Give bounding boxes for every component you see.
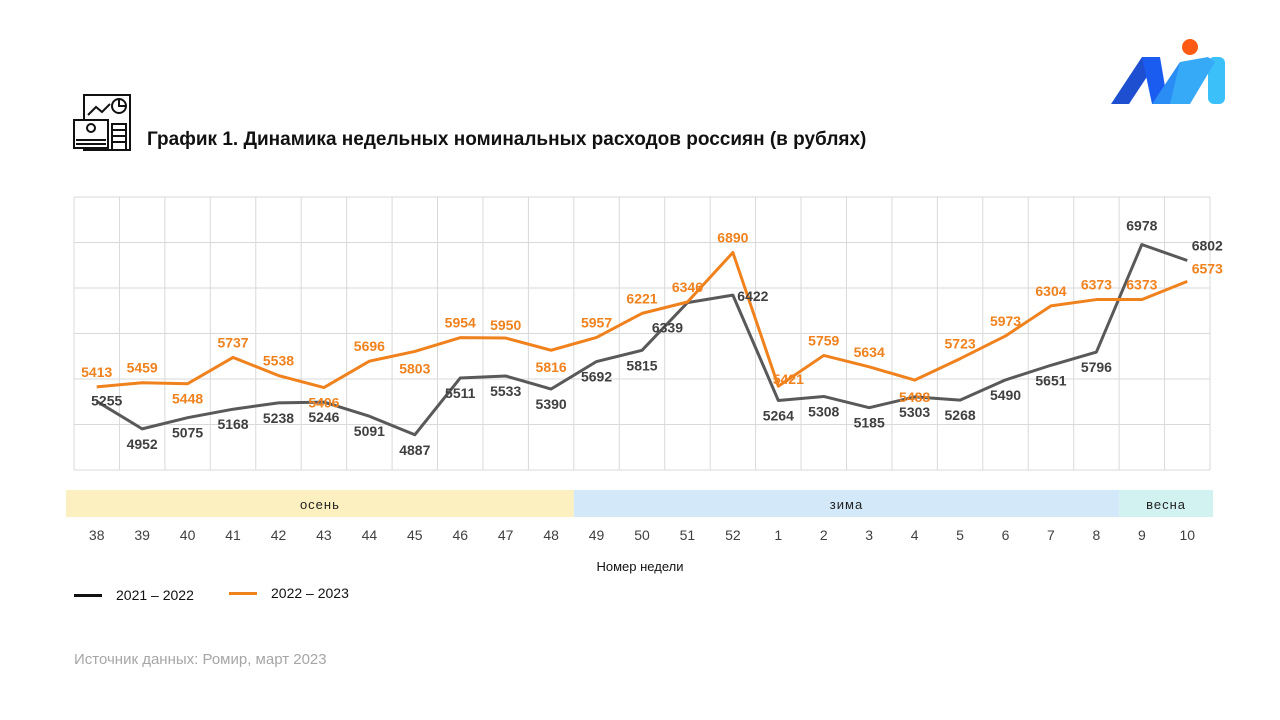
x-tick-label: 6	[1002, 527, 1010, 543]
data-label: 5488	[899, 389, 930, 405]
data-label: 5796	[1081, 359, 1112, 375]
x-tick-label: 47	[498, 527, 514, 543]
x-tick-label: 42	[271, 527, 287, 543]
data-label: 5490	[990, 387, 1021, 403]
data-label: 5950	[490, 317, 521, 333]
season-label: осень	[300, 497, 340, 512]
season-band	[1119, 490, 1213, 517]
series-line-2021-2022	[95, 243, 1188, 437]
data-label: 5268	[945, 407, 976, 423]
x-tick-label: 40	[180, 527, 196, 543]
season-band	[66, 490, 574, 517]
legend-swatch	[229, 591, 257, 595]
money-report-icon	[73, 94, 131, 151]
x-tick-label: 52	[725, 527, 741, 543]
x-tick-label: 49	[589, 527, 605, 543]
x-tick-label: 51	[680, 527, 696, 543]
data-label: 5973	[990, 313, 1021, 329]
data-label: 5957	[581, 314, 612, 330]
data-label: 5308	[808, 403, 839, 419]
x-tick-label: 38	[89, 527, 105, 543]
data-label: 4952	[127, 436, 158, 452]
data-label: 6221	[626, 290, 657, 306]
data-label: 6422	[737, 288, 768, 304]
romir-logo	[1111, 39, 1225, 104]
data-label: 5815	[626, 357, 657, 373]
x-tick-label: 41	[225, 527, 241, 543]
x-tick-label: 5	[956, 527, 964, 543]
x-tick-label: 48	[543, 527, 559, 543]
x-tick-label: 10	[1179, 527, 1195, 543]
data-label: 5413	[81, 364, 112, 380]
data-label: 5723	[945, 336, 976, 352]
data-label: 6573	[1192, 260, 1223, 276]
data-label: 5954	[445, 315, 476, 331]
x-tick-label: 3	[865, 527, 873, 543]
data-label: 6373	[1081, 277, 1112, 293]
data-label: 5538	[263, 353, 294, 369]
data-label: 5168	[217, 416, 248, 432]
legend-item-2021-2022: 2021 – 2022	[74, 587, 194, 603]
data-label: 5816	[536, 359, 567, 375]
data-label: 6890	[717, 230, 748, 246]
x-tick-label: 8	[1093, 527, 1101, 543]
data-label: 5406	[308, 395, 339, 411]
x-tick-label: 7	[1047, 527, 1055, 543]
legend-label: 2021 – 2022	[116, 587, 194, 603]
x-tick-label: 39	[134, 527, 150, 543]
data-label: 5264	[763, 407, 794, 423]
data-label: 6373	[1126, 277, 1157, 293]
data-label: 5091	[354, 423, 385, 439]
series-line-2022-2023	[96, 251, 1188, 390]
chart-title: График 1. Динамика недельных номинальных…	[147, 129, 867, 150]
data-label: 5238	[263, 410, 294, 426]
x-tick-label: 4	[911, 527, 919, 543]
x-tick-label: 2	[820, 527, 828, 543]
data-label: 5803	[399, 360, 430, 376]
data-label: 6304	[1035, 283, 1066, 299]
data-label: 5246	[308, 409, 339, 425]
x-tick-label: 43	[316, 527, 332, 543]
data-label: 5634	[854, 344, 885, 360]
season-label: весна	[1146, 497, 1186, 512]
x-axis-label: Номер недели	[597, 559, 684, 574]
data-label: 5459	[127, 360, 158, 376]
data-label: 6346	[672, 279, 703, 295]
season-band	[573, 490, 1120, 517]
x-tick-label: 46	[452, 527, 468, 543]
x-tick-label: 9	[1138, 527, 1146, 543]
data-label: 5737	[217, 334, 248, 350]
data-label: 5390	[536, 396, 567, 412]
legend-label: 2022 – 2023	[271, 585, 349, 601]
season-label: зима	[830, 497, 863, 512]
x-tick-label: 44	[362, 527, 378, 543]
data-label: 5303	[899, 404, 930, 420]
data-label: 5759	[808, 332, 839, 348]
data-label: 6978	[1126, 218, 1157, 234]
data-label: 6802	[1192, 238, 1223, 254]
data-label: 5185	[854, 415, 885, 431]
data-label: 5511	[445, 385, 476, 401]
data-label: 4887	[399, 442, 430, 458]
data-label: 5075	[172, 425, 203, 441]
data-label: 6339	[652, 320, 683, 336]
data-label: 5692	[581, 369, 612, 385]
legend-swatch	[74, 593, 102, 597]
legend-item-2022-2023: 2022 – 2023	[229, 585, 349, 601]
data-source: Источник данных: Ромир, март 2023	[74, 651, 327, 668]
data-label: 5448	[172, 391, 203, 407]
data-label: 5255	[91, 392, 122, 408]
x-tick-label: 50	[634, 527, 650, 543]
data-label: 5421	[773, 371, 804, 387]
data-label: 5651	[1035, 372, 1066, 388]
x-tick-label: 45	[407, 527, 423, 543]
data-label: 5696	[354, 338, 385, 354]
data-label: 5533	[490, 383, 521, 399]
x-tick-label: 1	[774, 527, 782, 543]
